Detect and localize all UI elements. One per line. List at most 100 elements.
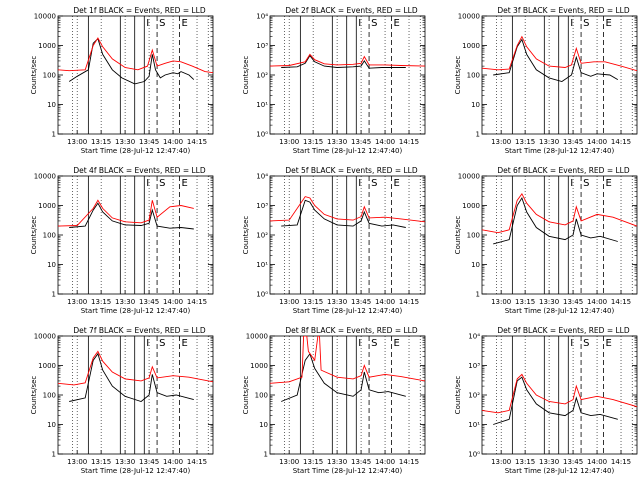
panel-title: Det 8f BLACK = Events, RED = LLD bbox=[285, 326, 418, 335]
x-axis-label: Start Time (28-Jul-12 12:47:40) bbox=[293, 467, 403, 475]
x-tick-label: 13:30 bbox=[115, 298, 135, 306]
marker-label: E bbox=[181, 178, 187, 189]
x-axis-label: Start Time (28-Jul-12 12:47:40) bbox=[81, 467, 191, 475]
events-series-line bbox=[281, 199, 406, 228]
x-tick-label: 13:30 bbox=[327, 298, 347, 306]
plot-frame bbox=[481, 175, 638, 295]
lld-series-line bbox=[270, 336, 425, 384]
x-tick-label: 13:00 bbox=[279, 298, 299, 306]
marker-label: I bbox=[146, 18, 149, 29]
y-tick-label: 10³ bbox=[256, 202, 268, 210]
x-tick-label: 13:00 bbox=[67, 458, 87, 466]
y-tick-label: 10⁰ bbox=[256, 131, 268, 139]
x-axis-label: Start Time (28-Jul-12 12:47:40) bbox=[505, 307, 615, 315]
panel-1: Det 1f BLACK = Events, RED = LLD I S E 1 10 10… bbox=[30, 6, 214, 155]
events-series-line bbox=[493, 196, 618, 245]
x-tick-label: 13:30 bbox=[539, 298, 559, 306]
plot-frame bbox=[57, 175, 214, 295]
x-tick-label: 14:15 bbox=[187, 458, 207, 466]
events-series-line bbox=[69, 352, 194, 403]
y-tick-label: 10⁰ bbox=[256, 291, 268, 299]
x-tick-label: 13:45 bbox=[139, 298, 159, 306]
y-tick-label: 100 bbox=[467, 232, 480, 240]
events-series-line bbox=[281, 54, 406, 69]
x-axis-label: Start Time (28-Jul-12 12:47:40) bbox=[293, 147, 403, 155]
x-tick-label: 14:00 bbox=[587, 138, 607, 146]
x-tick-label: 13:15 bbox=[91, 138, 111, 146]
x-tick-label: 13:15 bbox=[303, 138, 323, 146]
x-tick-label: 14:15 bbox=[611, 138, 631, 146]
y-axis-label: Counts/sec bbox=[30, 216, 38, 255]
marker-label: S bbox=[159, 178, 165, 189]
x-tick-label: 13:00 bbox=[279, 458, 299, 466]
y-tick-label: 10000 bbox=[246, 333, 268, 341]
panel-title: Det 1f BLACK = Events, RED = LLD bbox=[73, 6, 206, 15]
lld-series-line bbox=[270, 53, 425, 67]
x-axis-label: Start Time (28-Jul-12 12:47:40) bbox=[505, 467, 615, 475]
events-series-line bbox=[493, 38, 619, 82]
marker-label: E bbox=[393, 18, 399, 29]
x-tick-label: 13:00 bbox=[279, 138, 299, 146]
x-tick-label: 13:00 bbox=[67, 298, 87, 306]
y-tick-label: 10² bbox=[256, 232, 268, 240]
y-tick-label: 1000 bbox=[462, 202, 480, 210]
marker-label: I bbox=[570, 338, 573, 349]
y-tick-label: 10 bbox=[471, 261, 480, 269]
marker-label: I bbox=[146, 338, 149, 349]
marker-label: S bbox=[159, 338, 165, 349]
x-tick-label: 13:45 bbox=[351, 298, 371, 306]
marker-label: S bbox=[371, 338, 377, 349]
y-tick-label: 10⁰ bbox=[468, 451, 480, 459]
panel-8: Det 8f BLACK = Events, RED = LLD I S E 1 10 10… bbox=[242, 326, 426, 475]
panel-title: Det 9f BLACK = Events, RED = LLD bbox=[497, 326, 630, 335]
y-tick-label: 10000 bbox=[458, 173, 480, 181]
y-tick-label: 10 bbox=[471, 101, 480, 109]
x-tick-label: 13:30 bbox=[327, 138, 347, 146]
x-tick-label: 14:00 bbox=[375, 298, 395, 306]
x-tick-label: 13:00 bbox=[491, 458, 511, 466]
lld-series-line bbox=[58, 37, 213, 74]
marker-label: I bbox=[358, 178, 361, 189]
y-tick-label: 10 bbox=[259, 421, 268, 429]
plot-frame bbox=[57, 335, 214, 455]
lld-series-line bbox=[482, 192, 637, 234]
marker-label: S bbox=[583, 178, 589, 189]
marker-label: I bbox=[146, 178, 149, 189]
x-tick-label: 13:15 bbox=[303, 298, 323, 306]
panel-title: Det 5f BLACK = Events, RED = LLD bbox=[285, 166, 418, 175]
y-tick-label: 1 bbox=[476, 291, 480, 299]
x-tick-label: 14:15 bbox=[399, 138, 419, 146]
y-tick-label: 1000 bbox=[250, 362, 268, 370]
marker-label: S bbox=[583, 18, 589, 29]
x-tick-label: 13:15 bbox=[303, 458, 323, 466]
plot-frame bbox=[269, 15, 426, 135]
y-tick-label: 1000 bbox=[38, 362, 56, 370]
y-tick-label: 10¹ bbox=[256, 101, 268, 109]
x-axis-label: Start Time (28-Jul-12 12:47:40) bbox=[81, 147, 191, 155]
y-tick-label: 10000 bbox=[34, 173, 56, 181]
panel-4: Det 4f BLACK = Events, RED = LLD I S E 1 10 10… bbox=[30, 166, 214, 315]
x-tick-label: 14:00 bbox=[587, 298, 607, 306]
x-axis-label: Start Time (28-Jul-12 12:47:40) bbox=[81, 307, 191, 315]
x-tick-label: 13:30 bbox=[539, 458, 559, 466]
marker-label: I bbox=[570, 18, 573, 29]
x-tick-label: 13:15 bbox=[515, 138, 535, 146]
x-tick-label: 14:15 bbox=[611, 298, 631, 306]
x-tick-label: 13:45 bbox=[139, 138, 159, 146]
x-tick-label: 13:00 bbox=[67, 138, 87, 146]
marker-label: S bbox=[371, 178, 377, 189]
panel-title: Det 3f BLACK = Events, RED = LLD bbox=[497, 6, 630, 15]
x-axis-label: Start Time (28-Jul-12 12:47:40) bbox=[293, 307, 403, 315]
y-tick-label: 10 bbox=[47, 261, 56, 269]
y-tick-label: 10000 bbox=[458, 13, 480, 21]
y-tick-label: 10¹ bbox=[468, 421, 480, 429]
y-tick-label: 10² bbox=[256, 72, 268, 80]
x-axis-label: Start Time (28-Jul-12 12:47:40) bbox=[505, 147, 615, 155]
y-tick-label: 10 bbox=[47, 101, 56, 109]
marker-label: S bbox=[159, 18, 165, 29]
marker-label: E bbox=[393, 338, 399, 349]
lld-series-line bbox=[58, 199, 194, 227]
x-tick-label: 14:15 bbox=[611, 458, 631, 466]
x-tick-label: 13:45 bbox=[563, 458, 583, 466]
lld-series-line bbox=[270, 196, 425, 223]
